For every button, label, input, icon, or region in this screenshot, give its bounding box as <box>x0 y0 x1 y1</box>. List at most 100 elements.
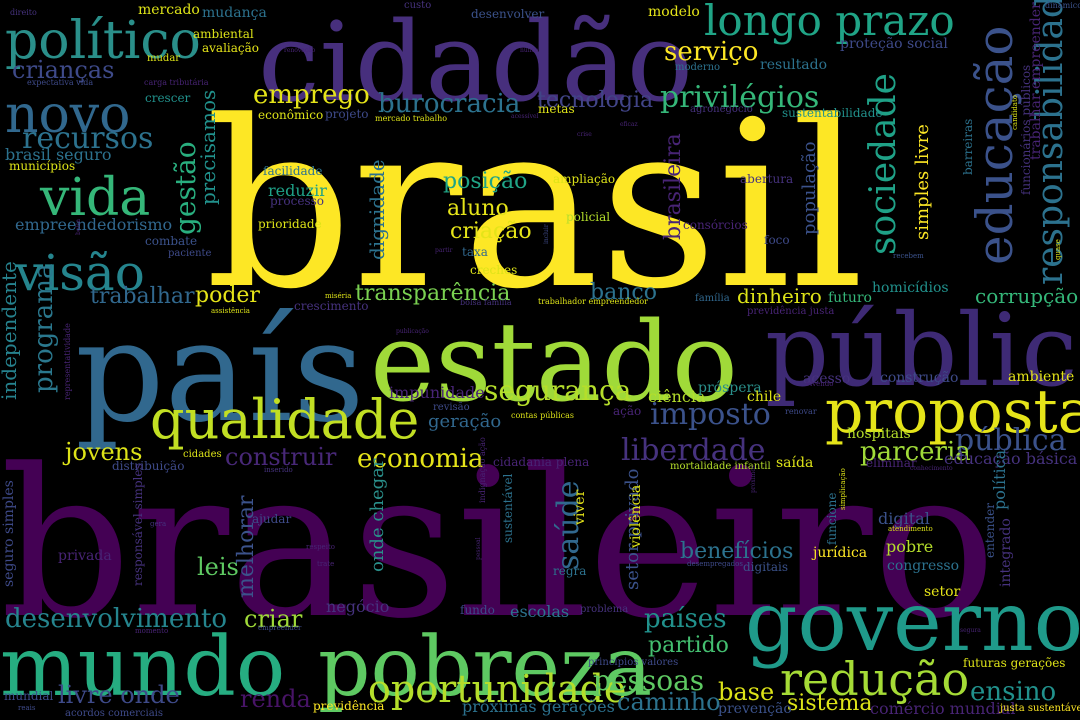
cloud-word: crise <box>577 131 592 138</box>
cloud-word: desenvolvimento <box>5 604 227 634</box>
cloud-word: governo <box>745 575 1080 670</box>
cloud-word: sociedade <box>863 73 904 255</box>
cloud-word: futuras gerações <box>963 656 1065 670</box>
cloud-word: tecnologia <box>537 88 653 113</box>
cloud-word: comércio mundial <box>870 699 1015 718</box>
cloud-word: modelo <box>648 4 700 20</box>
cloud-word: momento <box>135 627 168 635</box>
cloud-word: poder <box>195 283 260 308</box>
cloud-word: renovar <box>785 407 817 416</box>
cloud-word: hospitais <box>847 426 911 442</box>
cloud-word: pessoas <box>593 664 704 697</box>
cloud-word: crescer <box>145 91 191 105</box>
cloud-word: proteção social <box>840 36 948 52</box>
cloud-word: estado <box>370 298 738 426</box>
cloud-word: candidato <box>1011 95 1019 130</box>
cloud-word: independente <box>0 261 21 400</box>
cloud-word: construção <box>880 370 958 386</box>
cloud-word: crianças <box>12 56 114 84</box>
cloud-word: escolas <box>510 602 569 621</box>
cloud-word: mundial <box>4 689 54 703</box>
cloud-word: trabalhador empreendedor <box>538 297 648 306</box>
cloud-word: família <box>695 293 730 304</box>
cloud-word: trabalhar <box>90 284 195 309</box>
cloud-word: nunca <box>520 47 539 54</box>
cloud-word: pessoal <box>475 537 482 560</box>
cloud-word: paciente <box>168 248 212 259</box>
cloud-word: econômico <box>258 108 323 122</box>
cloud-word: criar <box>244 605 303 633</box>
cloud-word: saída <box>776 455 813 471</box>
cloud-word: congresso <box>887 558 959 574</box>
cloud-word: economia <box>357 444 483 474</box>
cloud-word: países <box>644 604 727 634</box>
cloud-word: banco <box>590 280 657 305</box>
cloud-word: sustentável <box>501 473 515 543</box>
cloud-word: acordos comerciais <box>65 708 163 719</box>
cloud-word: aluno <box>447 196 509 221</box>
cloud-word: dinheiro <box>737 284 822 308</box>
cloud-word: reduzir <box>268 181 327 200</box>
cloud-word: oportunidade <box>368 667 626 711</box>
cloud-word: criação <box>450 219 532 244</box>
cloud-word: serviço <box>664 37 758 67</box>
cloud-word: melhorar <box>234 495 259 598</box>
cloud-word: negócio <box>326 597 389 616</box>
cloud-word: futuro <box>828 290 872 306</box>
cloud-word: empreendedorismo <box>15 215 172 234</box>
cloud-word: facilidade <box>263 164 322 178</box>
cloud-word: distribuição <box>112 459 184 473</box>
cloud-word: acessível <box>511 113 539 120</box>
cloud-word: custo <box>404 0 431 11</box>
cloud-word: pública <box>955 423 1067 458</box>
cloud-word: homicídios <box>872 280 949 296</box>
cloud-word: conhecimento <box>910 465 953 472</box>
cloud-word: vivendo <box>805 380 834 388</box>
cloud-word: construir <box>225 443 337 471</box>
cloud-word: população <box>799 141 820 235</box>
cloud-word: prevenção <box>718 701 792 717</box>
cloud-word: corrupção <box>975 284 1078 308</box>
cloud-word: mundo <box>0 620 285 715</box>
cloud-word: processo <box>270 194 324 208</box>
cloud-word: cidadão <box>258 0 693 126</box>
cloud-word: qualidade <box>150 388 419 451</box>
cloud-word: benefícios <box>680 539 793 564</box>
cloud-word: chile <box>747 389 781 405</box>
cloud-word: expectativa vida <box>27 78 93 87</box>
cloud-word: simplicação <box>839 468 847 510</box>
cloud-word: política <box>990 449 1009 510</box>
cloud-word: moderno <box>675 62 720 73</box>
cloud-word: quase <box>1054 239 1062 260</box>
cloud-word: publicação <box>396 328 429 335</box>
cloud-word: avaliação <box>202 41 259 55</box>
cloud-word: consórcios <box>683 218 748 232</box>
cloud-word: creches <box>470 263 517 277</box>
cloud-word: combate <box>145 234 197 248</box>
cloud-word: abertura <box>740 172 793 186</box>
cloud-word: cidades <box>183 449 222 460</box>
cloud-word: próximos <box>750 465 757 493</box>
cloud-word: trabalhar empreender <box>1028 2 1044 160</box>
cloud-word: incluir <box>543 224 550 244</box>
cloud-word: ciência <box>648 387 706 406</box>
cloud-word: renovação <box>284 47 316 54</box>
cloud-word: sustentabilidade <box>782 106 883 120</box>
cloud-word: funcione <box>825 492 839 545</box>
cloud-word: pobre <box>886 537 933 556</box>
cloud-word: pobreza <box>318 620 652 715</box>
cloud-word: trate <box>317 560 334 568</box>
cloud-word: brasil seguro <box>5 145 111 164</box>
cloud-word: ensino <box>970 677 1056 707</box>
cloud-word: dignidade <box>365 159 389 260</box>
cloud-word: precisamos <box>196 90 220 205</box>
cloud-word: renda <box>240 685 311 713</box>
cloud-word: entender <box>983 503 997 558</box>
cloud-word: mudar <box>147 53 180 64</box>
cloud-word: simples livre <box>912 124 933 240</box>
cloud-word: segurança <box>484 374 631 407</box>
cloud-word: metas <box>538 102 575 116</box>
cloud-word: posição <box>443 169 527 194</box>
cloud-word: projeto <box>325 107 369 121</box>
